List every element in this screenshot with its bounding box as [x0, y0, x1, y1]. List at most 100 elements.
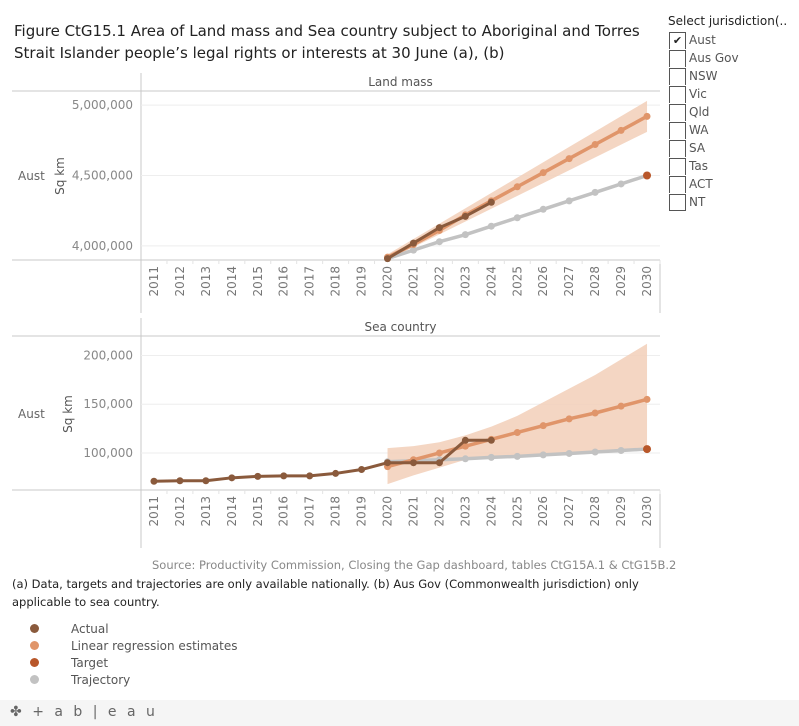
- x-tick-label: 2019: [355, 266, 369, 297]
- filter-item-sa[interactable]: SA: [668, 139, 799, 157]
- checkbox[interactable]: [669, 139, 686, 157]
- checkbox[interactable]: ✔: [669, 31, 686, 49]
- regression-point: [435, 449, 443, 457]
- sea-country-chart: Sea country 100,000 150,000 200,000 Aust Sq k…: [12, 318, 661, 548]
- figure-title: Figure CtG15.1 Area of Land mass and Sea…: [14, 22, 640, 62]
- regression-point: [539, 169, 547, 177]
- checkbox[interactable]: [669, 67, 686, 85]
- x-tick-label: 2013: [199, 496, 213, 527]
- filter-item-vic[interactable]: Vic: [668, 85, 799, 103]
- checkbox[interactable]: [669, 175, 686, 193]
- filter-item-aus-gov[interactable]: Aus Gov: [668, 49, 799, 67]
- x-tick-label: 2021: [406, 266, 420, 297]
- filter-item-nsw[interactable]: NSW: [668, 67, 799, 85]
- trajectory-point: [591, 448, 599, 456]
- legend-label: Trajectory: [71, 672, 131, 687]
- x-tick-label: 2015: [251, 266, 265, 297]
- legend-item-regression[interactable]: Linear regression estimates: [30, 637, 238, 654]
- checkbox[interactable]: [669, 157, 686, 175]
- filter-item-wa[interactable]: WA: [668, 121, 799, 139]
- x-tick-label: 2012: [173, 496, 187, 527]
- actual-point: [384, 255, 392, 263]
- legend-item-actual[interactable]: Actual: [30, 620, 238, 637]
- x-tick-label: 2030: [640, 496, 654, 527]
- legend-label: Linear regression estimates: [71, 638, 238, 653]
- legend-dot-target: [30, 658, 39, 667]
- filter-item-tas[interactable]: Tas: [668, 157, 799, 175]
- actual-point: [280, 472, 288, 480]
- filter-item-label: Vic: [689, 87, 707, 101]
- actual-point: [461, 436, 469, 444]
- filter-item-nt[interactable]: NT: [668, 193, 799, 211]
- x-tick-label: 2028: [588, 266, 602, 297]
- trajectory-point: [487, 222, 495, 230]
- filter-item-act[interactable]: ACT: [668, 175, 799, 193]
- actual-point: [384, 459, 392, 467]
- x-tick-label: 2026: [536, 266, 550, 297]
- actual-point: [332, 469, 340, 477]
- tableau-logo-icon: ✤: [10, 704, 25, 720]
- legend-item-trajectory[interactable]: Trajectory: [30, 671, 238, 688]
- x-tick-label: 2017: [303, 266, 317, 297]
- x-tick-label: 2025: [510, 266, 524, 297]
- legend-label: Target: [71, 655, 109, 670]
- regression-point: [591, 409, 599, 417]
- y-tick-label: 4,500,000: [72, 169, 133, 183]
- checkbox[interactable]: [669, 49, 686, 67]
- filter-item-label: ACT: [689, 177, 713, 191]
- y-tick-label: 150,000: [83, 397, 133, 411]
- x-tick-label: 2024: [484, 496, 498, 527]
- actual-point: [409, 459, 417, 467]
- filter-item-label: NSW: [689, 69, 718, 83]
- trajectory-point: [461, 455, 469, 463]
- filter-title: Select jurisdiction(..: [668, 14, 788, 28]
- jurisdiction-filter: Select jurisdiction(.. ✔ Aust Aus Gov NSW Vi…: [668, 14, 799, 211]
- x-tick-label: 2011: [147, 496, 161, 527]
- panel-title: Sea country: [364, 320, 436, 334]
- x-tick-label: 2018: [329, 266, 343, 297]
- actual-point: [487, 198, 495, 206]
- actual-point: [202, 477, 210, 485]
- x-tick-label: 2019: [355, 496, 369, 527]
- legend-dot-trajectory: [30, 675, 39, 684]
- regression-point: [461, 442, 469, 450]
- tableau-footer: ✤ + a b | e a u: [0, 700, 799, 726]
- actual-point: [228, 474, 236, 482]
- filter-item-label: SA: [689, 141, 706, 155]
- x-tick-label: 2013: [199, 266, 213, 297]
- legend-item-target[interactable]: Target: [30, 654, 238, 671]
- filter-item-label: Aus Gov: [689, 51, 739, 65]
- trajectory-point: [539, 205, 547, 213]
- checkbox[interactable]: [669, 103, 686, 121]
- footnote: (a) Data, targets and trajectories are o…: [12, 577, 639, 609]
- filter-item-label: Tas: [689, 159, 708, 173]
- trajectory-point: [409, 246, 417, 254]
- checkbox[interactable]: [669, 121, 686, 139]
- y-tick-label: 200,000: [83, 348, 133, 362]
- checkbox[interactable]: [669, 85, 686, 103]
- trajectory-point: [513, 452, 521, 460]
- trajectory-point: [539, 451, 547, 459]
- x-tick-label: 2014: [225, 496, 239, 527]
- actual-point: [306, 472, 314, 480]
- actual-point: [176, 477, 184, 485]
- actual-point: [487, 436, 495, 444]
- y-axis-label: Sq km: [53, 157, 67, 195]
- tableau-logo-text: + a b | e a u: [32, 704, 158, 720]
- trajectory-point: [487, 453, 495, 461]
- regression-point: [591, 141, 599, 149]
- checkbox[interactable]: [669, 193, 686, 211]
- regression-point: [617, 126, 625, 134]
- trajectory-point: [461, 231, 469, 239]
- regression-point: [513, 183, 521, 191]
- tableau-logo[interactable]: ✤ + a b | e a u: [10, 704, 158, 720]
- x-tick-label: 2011: [147, 266, 161, 297]
- filter-item-qld[interactable]: Qld: [668, 103, 799, 121]
- x-tick-label: 2014: [225, 266, 239, 297]
- actual-point: [435, 224, 443, 232]
- filter-item-aust[interactable]: ✔ Aust: [668, 31, 799, 49]
- regression-point: [513, 428, 521, 436]
- x-tick-label: 2020: [381, 266, 395, 297]
- legend-dot-regression: [30, 641, 39, 650]
- x-tick-label: 2015: [251, 496, 265, 527]
